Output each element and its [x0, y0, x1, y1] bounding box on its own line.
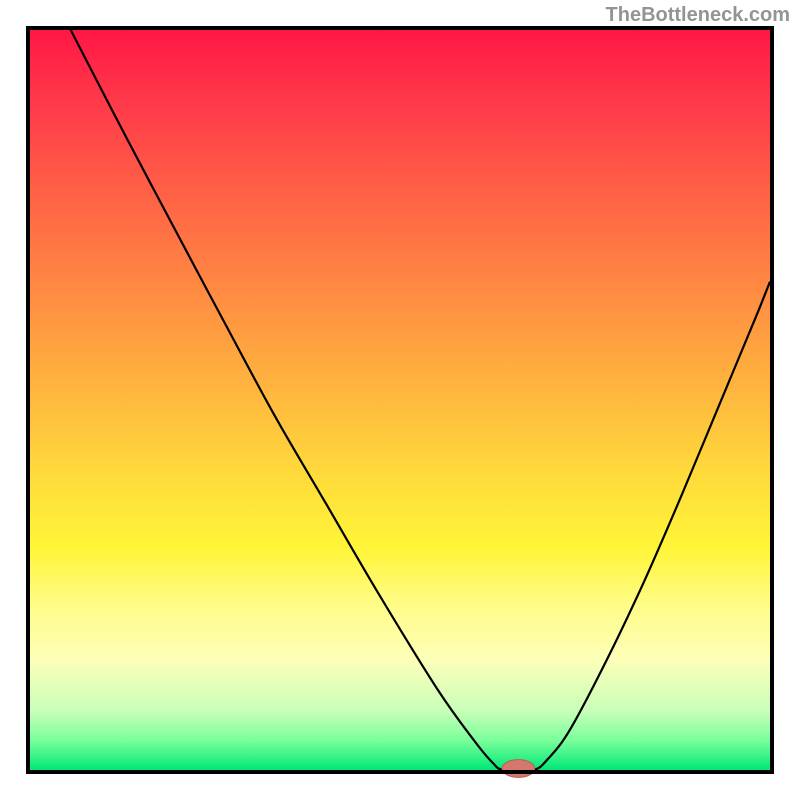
watermark-text: TheBottleneck.com	[606, 4, 790, 27]
chart-svg	[0, 0, 800, 800]
bottleneck-chart	[0, 0, 800, 800]
optimal-marker	[502, 760, 535, 778]
